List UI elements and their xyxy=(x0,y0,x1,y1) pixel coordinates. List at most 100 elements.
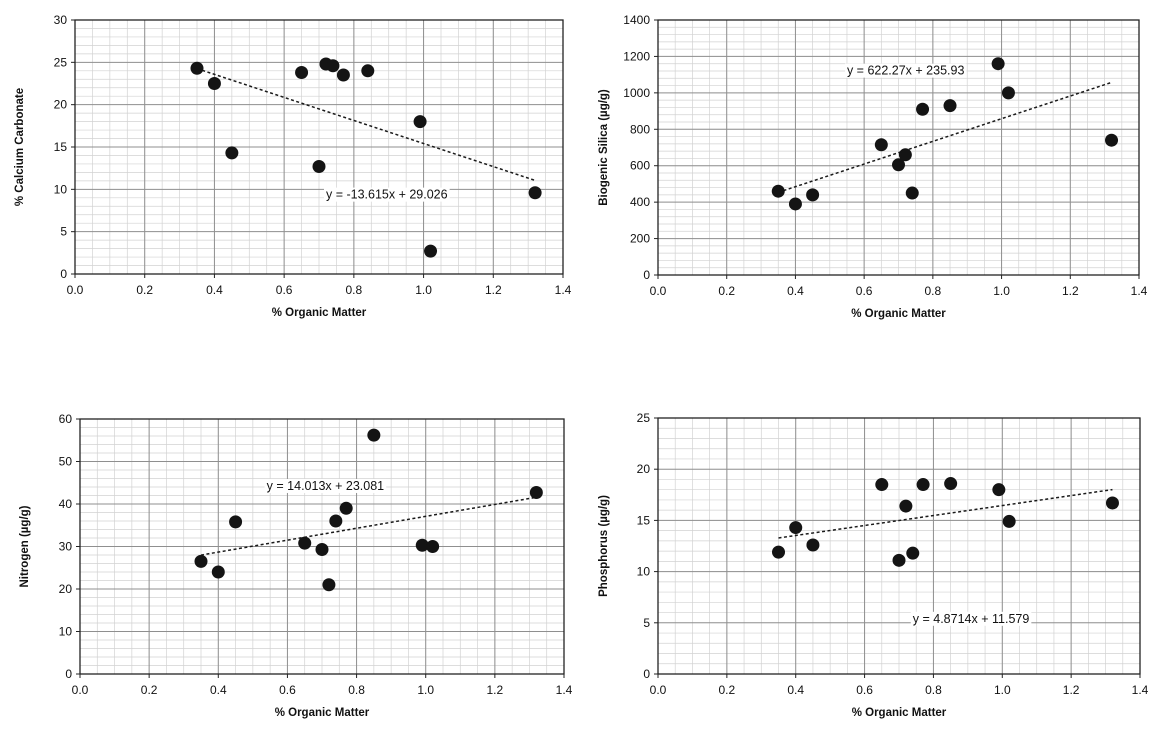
x-tick-label: 0.4 xyxy=(210,683,227,697)
data-point xyxy=(336,68,350,82)
x-tick-label: 1.0 xyxy=(415,283,432,297)
data-point xyxy=(1105,133,1119,147)
trendline xyxy=(778,488,1113,539)
data-point xyxy=(190,61,204,75)
x-tick-label: 0.0 xyxy=(72,683,89,697)
data-points xyxy=(190,57,542,258)
data-point xyxy=(315,542,329,556)
x-axis-title: % Organic Matter xyxy=(851,308,946,320)
data-point xyxy=(806,188,820,202)
y-tick-label: 400 xyxy=(630,195,650,209)
equation-label-bg xyxy=(323,187,450,202)
data-point xyxy=(892,553,906,567)
x-tick-label: 0.6 xyxy=(279,683,296,697)
x-tick-label: 0.2 xyxy=(141,683,158,697)
y-tick-label: 1000 xyxy=(623,86,650,100)
data-point xyxy=(899,499,913,513)
data-point xyxy=(367,428,381,442)
data-point xyxy=(898,148,912,162)
chart-panel-biogenic-silica: 0.0 0.2 0.4 0.6 0.8 1.0 1.2 1.4 0 200 400 600 800 100… xyxy=(598,13,1148,320)
trendline-equation: y = 4.8714x + 11.579 xyxy=(913,612,1030,626)
data-point xyxy=(225,146,239,160)
y-tick-label: 60 xyxy=(59,412,73,426)
x-tick-label: 0.4 xyxy=(787,284,804,298)
data-point xyxy=(322,578,336,592)
x-tick-label: 1.2 xyxy=(1062,284,1079,298)
equation-label-bg xyxy=(844,63,967,78)
data-point xyxy=(943,99,957,113)
y-tick-label: 10 xyxy=(637,565,651,579)
y-tick-label: 800 xyxy=(630,122,650,136)
data-point xyxy=(194,554,208,568)
x-tick-label: 1.4 xyxy=(556,683,573,697)
y-tick-label: 10 xyxy=(59,625,73,639)
data-points xyxy=(194,428,543,592)
y-tick-label: 20 xyxy=(59,582,73,596)
y-tick-label: 1200 xyxy=(623,49,650,63)
data-point xyxy=(874,138,888,152)
trendline xyxy=(196,67,536,182)
data-point xyxy=(1002,514,1016,528)
data-point xyxy=(771,184,785,198)
data-points xyxy=(771,57,1119,211)
x-tick-label: 0.8 xyxy=(348,683,365,697)
data-point xyxy=(424,244,438,258)
data-point xyxy=(905,186,919,200)
y-tick-label: 0 xyxy=(60,267,67,281)
data-point xyxy=(772,545,785,559)
x-tick-label: 0.4 xyxy=(787,683,804,697)
y-tick-label: 25 xyxy=(637,411,651,425)
y-tick-label: 30 xyxy=(59,540,73,554)
y-tick-label: 20 xyxy=(637,462,651,476)
data-point xyxy=(329,514,343,528)
y-tick-label: 15 xyxy=(637,513,651,527)
x-tick-label: 0.6 xyxy=(276,283,293,297)
major-gridlines xyxy=(75,20,563,274)
data-point xyxy=(916,478,930,492)
data-point xyxy=(892,158,905,172)
data-point xyxy=(529,486,543,500)
data-point xyxy=(326,59,340,73)
x-tick-label: 1.4 xyxy=(1131,284,1148,298)
y-tick-label: 0 xyxy=(65,667,72,681)
chart-panel-phosphorus: 0.0 0.2 0.4 0.6 0.8 1.0 1.2 1.4 0 5 10 15 20 25 % Orga… xyxy=(598,411,1149,719)
y-tick-label: 5 xyxy=(643,616,650,630)
trendline xyxy=(778,81,1112,194)
y-tick-label: 10 xyxy=(54,182,68,196)
data-point xyxy=(1105,496,1119,510)
y-tick-label: 20 xyxy=(54,98,68,112)
x-tick-label: 1.0 xyxy=(993,284,1010,298)
chart-panel-nitrogen: 0.0 0.2 0.4 0.6 0.8 1.0 1.2 1.4 0 10 20 30 40 50 60 % O… xyxy=(19,412,573,719)
data-point xyxy=(789,521,803,535)
data-point xyxy=(991,57,1005,71)
y-tick-label: 5 xyxy=(60,225,67,239)
y-tick-label: 30 xyxy=(54,13,68,27)
data-point xyxy=(992,483,1006,497)
y-tick-label: 200 xyxy=(630,232,650,246)
y-tick-label: 40 xyxy=(59,497,73,511)
y-tick-label: 0 xyxy=(643,667,650,681)
equation-label-bg xyxy=(910,611,1032,626)
trendline-equation: y = -13.615x + 29.026 xyxy=(326,188,448,202)
data-point xyxy=(806,538,820,552)
x-tick-label: 0.6 xyxy=(856,284,873,298)
data-point xyxy=(312,159,326,173)
x-tick-label: 1.0 xyxy=(994,683,1011,697)
x-tick-label: 0.2 xyxy=(719,683,736,697)
data-point xyxy=(944,477,958,491)
x-tick-label: 0.4 xyxy=(206,283,223,297)
data-point xyxy=(1001,86,1015,100)
data-point xyxy=(207,77,221,90)
data-point xyxy=(788,197,802,211)
major-gridlines xyxy=(658,418,1140,674)
x-tick-label: 0.2 xyxy=(718,284,735,298)
chart-panel-calcium-carbonate: 0.0 0.2 0.4 0.6 0.8 1.0 1.2 1.4 0 5 10 15 20 25 30 % Or… xyxy=(14,13,572,319)
y-tick-label: 15 xyxy=(54,140,68,154)
x-tick-label: 0.8 xyxy=(925,284,942,298)
x-tick-label: 0.0 xyxy=(67,283,84,297)
data-point xyxy=(413,115,427,129)
data-point xyxy=(415,538,429,552)
y-tick-label: 1400 xyxy=(623,13,650,27)
x-tick-label: 1.4 xyxy=(1132,683,1149,697)
